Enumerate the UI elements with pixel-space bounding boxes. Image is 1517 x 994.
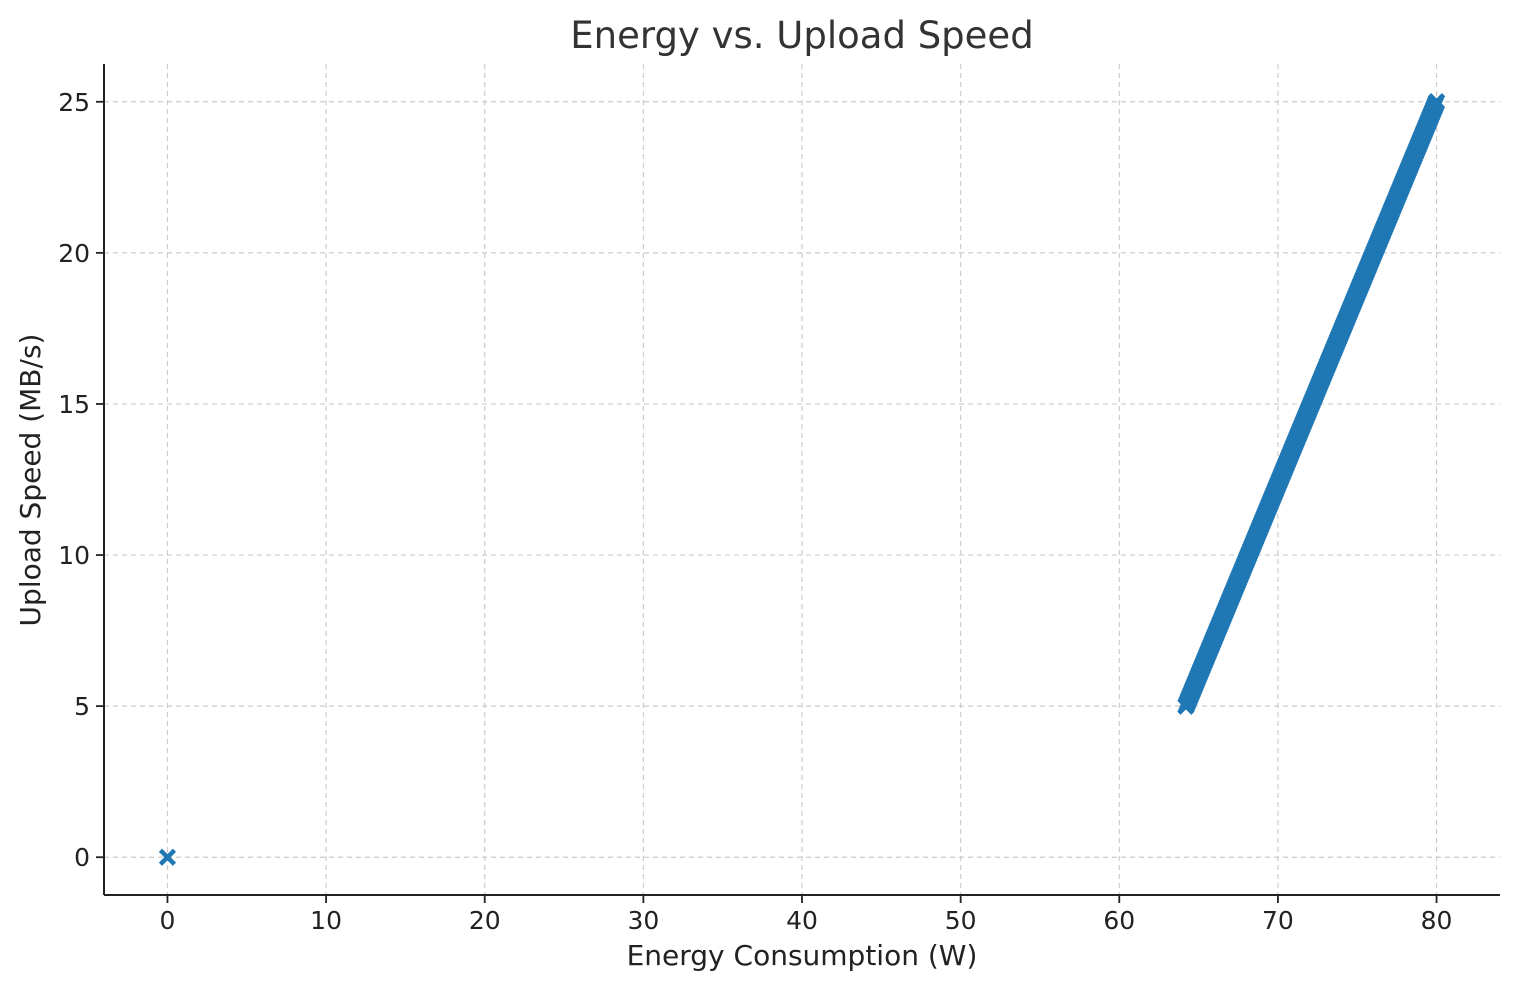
y-tick-label: 20 [58, 239, 90, 268]
x-tick-label: 70 [1262, 906, 1294, 935]
x-axis-ticks: 0 10 20 30 40 50 60 70 80 [160, 895, 1453, 935]
x-tick-label: 0 [160, 906, 176, 935]
x-tick-label: 30 [627, 906, 659, 935]
x-tick-label: 50 [945, 906, 977, 935]
y-tick-label: 10 [58, 541, 90, 570]
data-point [1177, 697, 1195, 715]
y-axis-label: Upload Speed (MB/s) [14, 334, 47, 627]
chart-title: Energy vs. Upload Speed [570, 14, 1033, 57]
grid [104, 64, 1500, 895]
data-points [158, 93, 1446, 866]
y-tick-label: 5 [74, 692, 90, 721]
x-tick-label: 60 [1103, 906, 1135, 935]
x-tick-label: 80 [1421, 906, 1453, 935]
x-tick-label: 40 [786, 906, 818, 935]
data-point [158, 848, 177, 866]
y-tick-label: 15 [58, 390, 90, 419]
y-tick-label: 25 [58, 88, 90, 117]
data-point [1427, 93, 1446, 111]
y-tick-label: 0 [74, 843, 90, 872]
x-axis-label: Energy Consumption (W) [627, 939, 978, 972]
y-axis-ticks: 0 5 10 15 20 25 [58, 88, 104, 872]
x-tick-label: 20 [469, 906, 501, 935]
x-tick-label: 10 [310, 906, 342, 935]
